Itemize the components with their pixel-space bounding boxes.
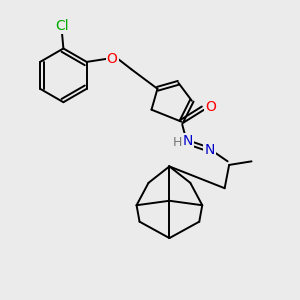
Text: N: N — [205, 143, 215, 157]
Text: O: O — [106, 52, 118, 66]
Text: Cl: Cl — [55, 19, 69, 33]
Text: N: N — [182, 134, 193, 148]
Text: H: H — [173, 136, 182, 149]
Text: O: O — [205, 100, 216, 114]
